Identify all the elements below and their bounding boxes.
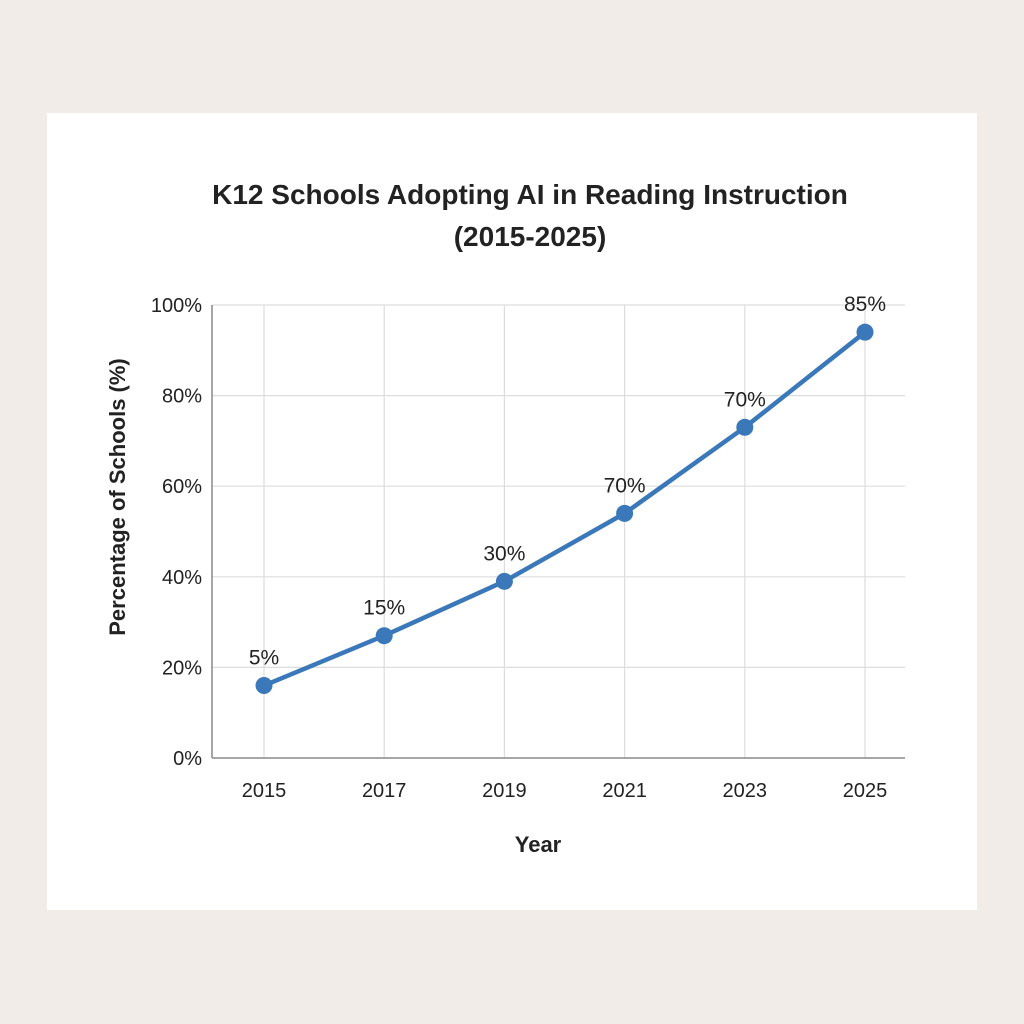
data-point: [375, 627, 393, 645]
data-label: 15%: [363, 597, 405, 620]
data-label: 85%: [844, 293, 886, 316]
series-line-path: [261, 329, 868, 688]
x-tick-labels: 2015 2017 2019 2021 2023 2025: [242, 780, 888, 802]
data-label: 70%: [724, 388, 766, 411]
data-point: [736, 418, 754, 436]
data-label: 30%: [483, 542, 525, 565]
series-line: [261, 329, 868, 688]
x-tick-label: 2025: [843, 780, 888, 802]
y-tick-label: 60%: [162, 476, 202, 498]
data-point: [255, 677, 273, 695]
data-point: [616, 504, 634, 522]
y-tick-label: 100%: [151, 295, 202, 317]
data-label: 70%: [604, 474, 646, 497]
data-points: [255, 323, 874, 695]
data-point: [495, 572, 513, 590]
grid-lines: [212, 304, 905, 758]
y-tick-label: 0%: [173, 748, 202, 770]
y-tick-label: 40%: [162, 567, 202, 589]
axes: [211, 305, 905, 759]
x-tick-label: 2019: [482, 780, 527, 802]
y-tick-labels: 0% 20% 40% 60% 80% 100%: [151, 295, 202, 770]
x-tick-label: 2015: [242, 780, 287, 802]
x-tick-label: 2017: [362, 780, 407, 802]
data-point: [856, 323, 874, 341]
chart-title-line-2: (2015-2025): [454, 221, 607, 252]
x-tick-label: 2021: [602, 780, 647, 802]
y-tick-label: 20%: [162, 657, 202, 679]
y-tick-label: 80%: [162, 386, 202, 408]
chart-card: [47, 113, 977, 910]
x-tick-label: 2023: [723, 780, 768, 802]
chart-title-line-1: K12 Schools Adopting AI in Reading Instr…: [212, 179, 848, 210]
y-axis-label: Percentage of Schools (%): [105, 358, 130, 636]
data-label: 5%: [249, 647, 279, 670]
data-labels: 5% 15% 30% 70% 70% 85%: [249, 293, 886, 669]
x-axis-label: Year: [515, 832, 562, 857]
